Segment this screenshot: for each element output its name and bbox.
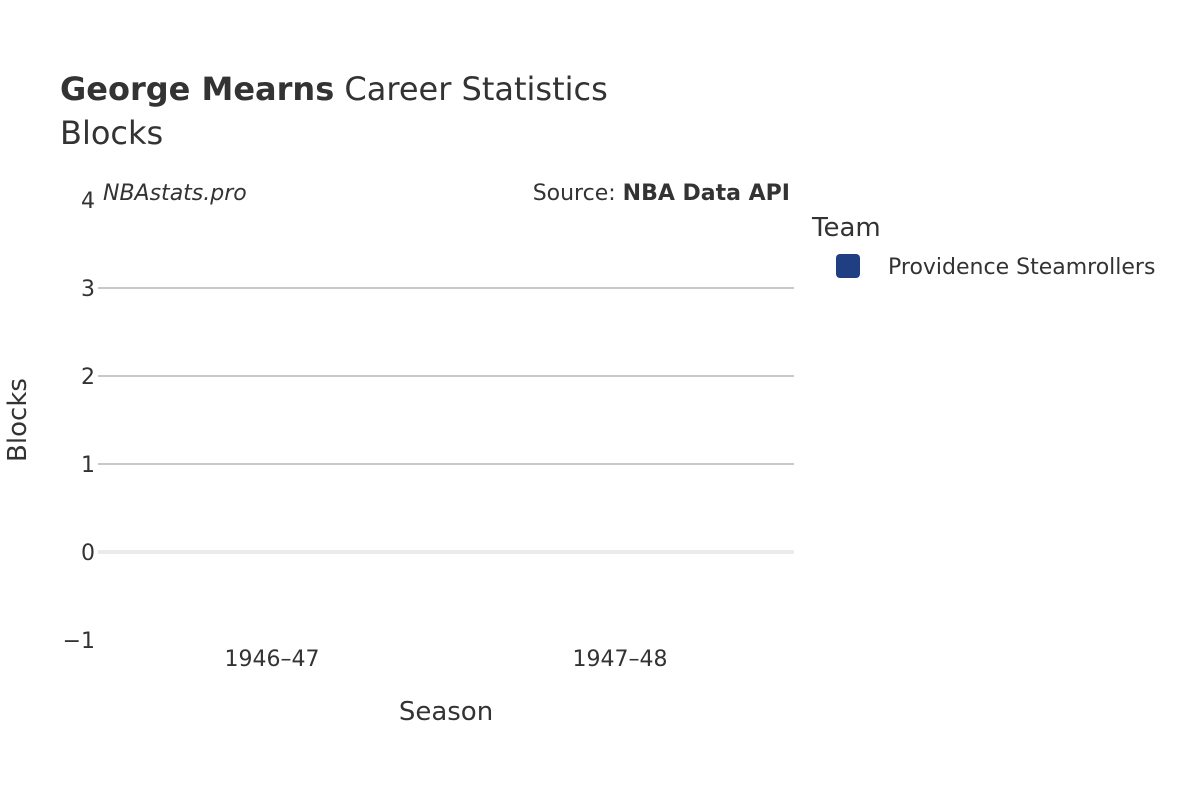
source-name: NBA Data API [623, 181, 790, 206]
chart-subtitle: Blocks [60, 114, 163, 152]
legend-item-label[interactable]: Providence Steamrollers [888, 255, 1155, 280]
legend: Team Providence Steamrollers [811, 213, 1155, 280]
x-tick-label: 1947–48 [573, 647, 668, 672]
y-axis-ticks: −1 0 1 2 3 4 [63, 189, 95, 654]
watermark: NBAstats.pro [103, 181, 247, 206]
legend-title: Team [811, 213, 881, 243]
y-tick-label: 4 [81, 189, 95, 214]
y-tick-label: 2 [81, 365, 95, 390]
y-tick-label: −1 [63, 629, 95, 654]
gridlines [98, 287, 794, 554]
chart-title: George Mearns Career Statistics [60, 70, 608, 108]
x-tick-label: 1946–47 [225, 647, 320, 672]
x-axis-title: Season [399, 697, 493, 727]
chart-title-player: George Mearns [60, 70, 334, 108]
y-tick-label: 3 [81, 277, 95, 302]
y-tick-label: 1 [81, 453, 95, 478]
legend-swatch[interactable] [836, 254, 860, 278]
y-axis-title: Blocks [3, 378, 33, 462]
source-prefix: Source: [533, 181, 623, 206]
x-axis-ticks: 1946–47 1947–48 [225, 647, 668, 672]
source-note: Source: NBA Data API [533, 181, 790, 206]
chart-title-rest: Career Statistics [334, 70, 608, 108]
y-tick-label: 0 [81, 541, 95, 566]
